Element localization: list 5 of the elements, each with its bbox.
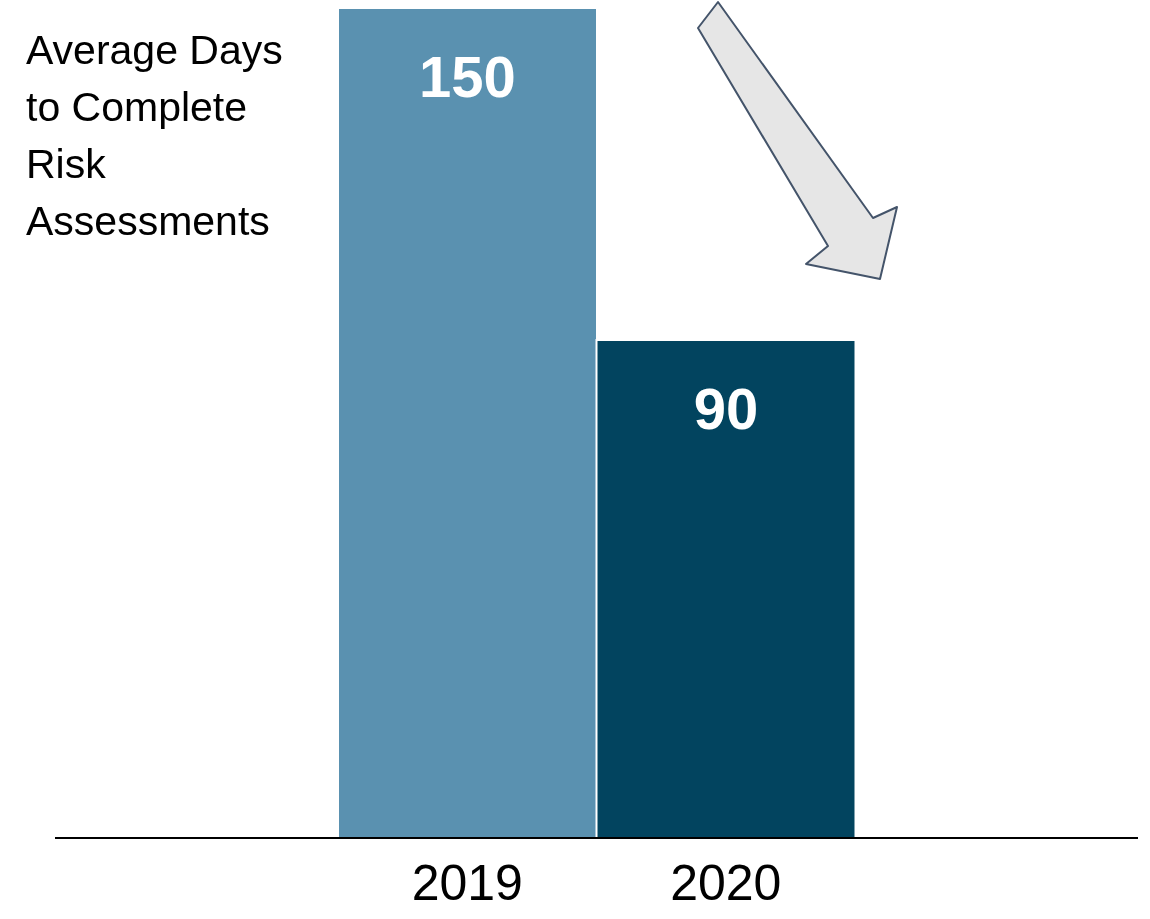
x-tick-label: 2019 <box>411 854 523 911</box>
x-tick-label: 2020 <box>670 854 782 911</box>
data-label: 150 <box>419 44 516 110</box>
y-axis-title: Average Days to Complete Risk Assessments <box>26 26 284 246</box>
data-label: 90 <box>693 376 759 442</box>
